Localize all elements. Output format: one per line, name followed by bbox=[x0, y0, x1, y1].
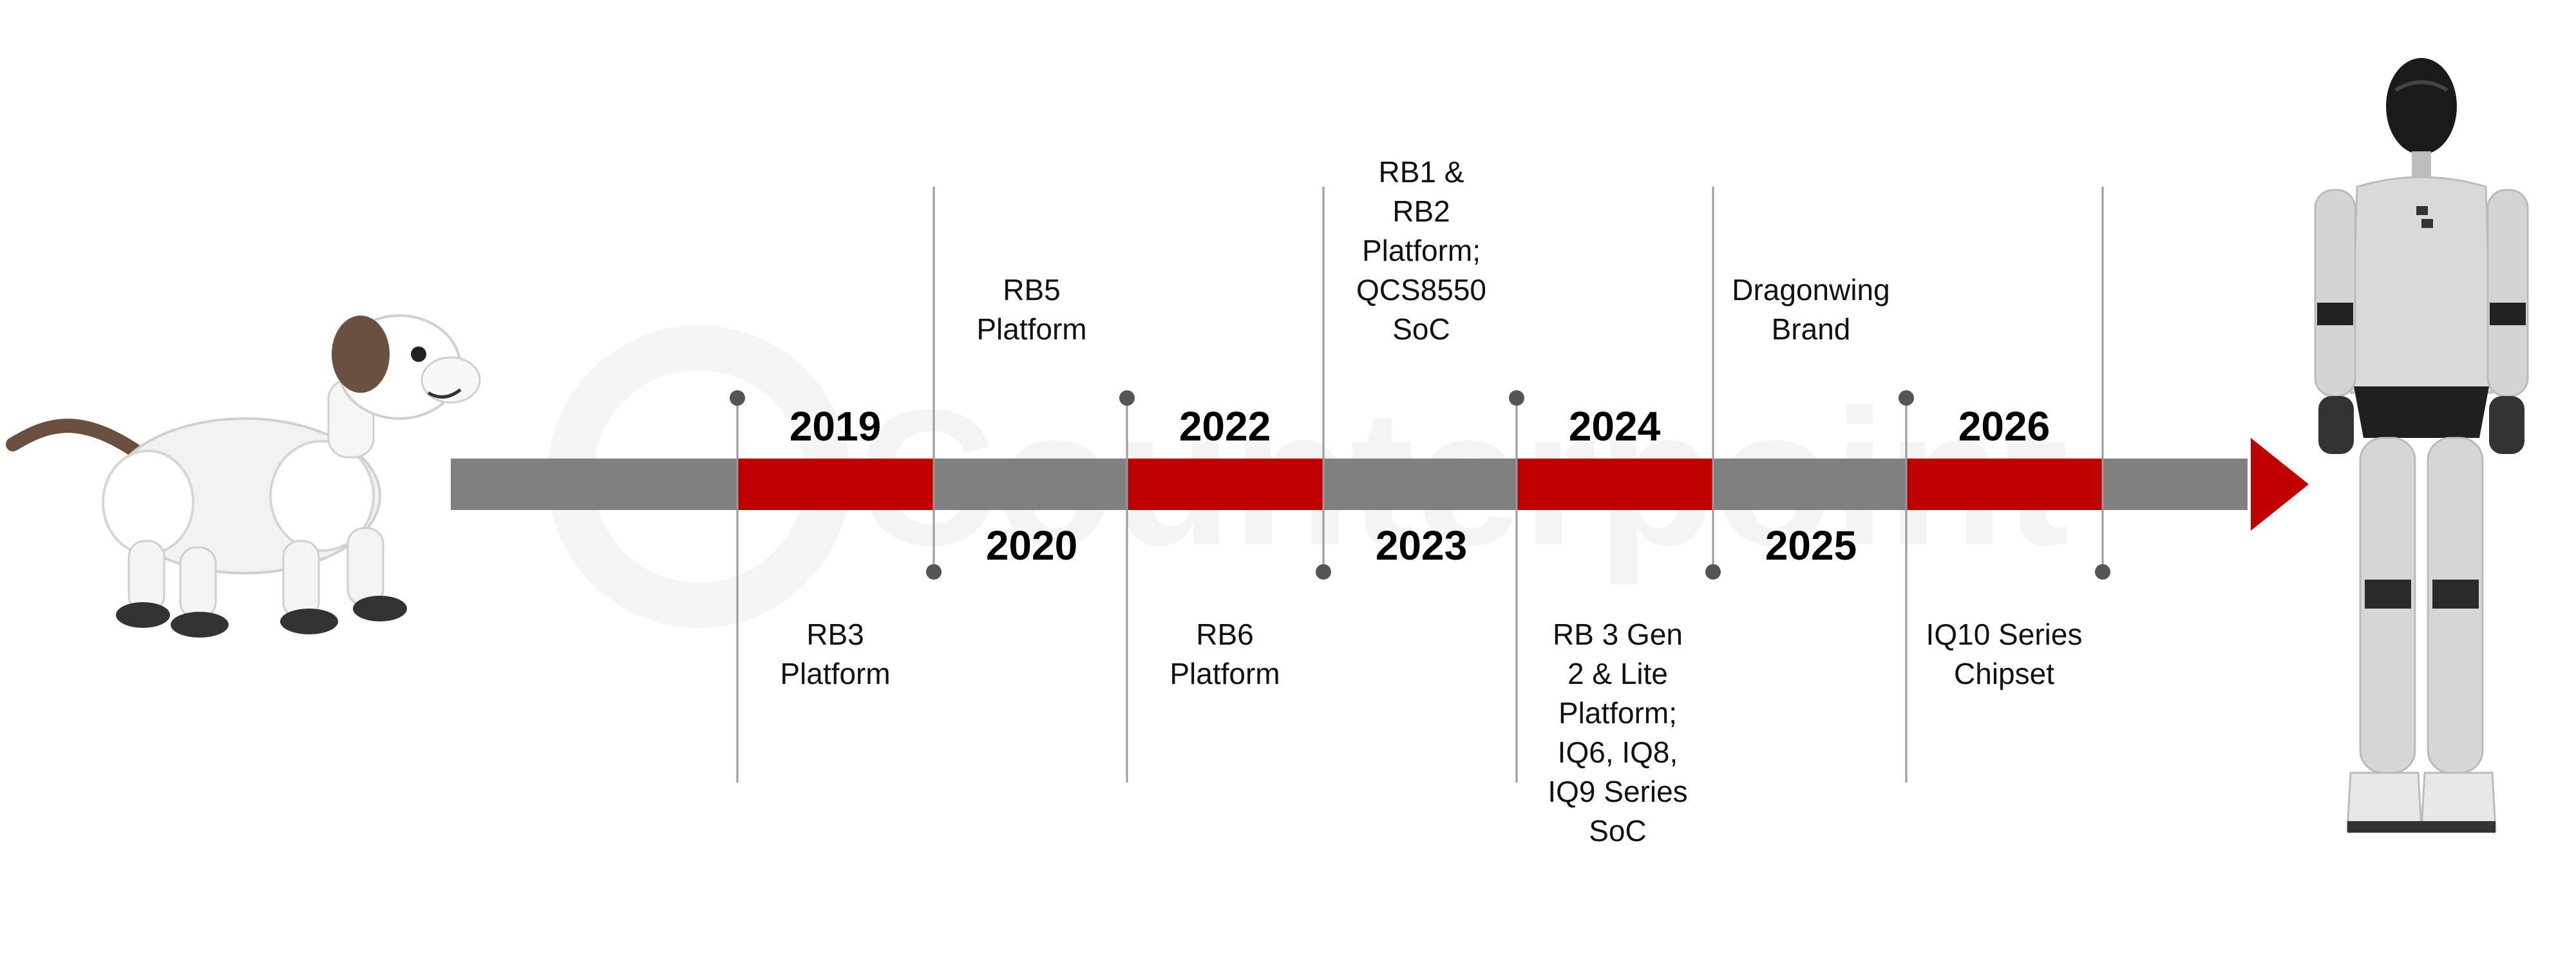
milestone-label-2026: IQ10 Series Chipset bbox=[1926, 618, 2083, 690]
year-label-2026: 2026 bbox=[1958, 403, 2050, 450]
timeline-arrowhead bbox=[2251, 438, 2309, 531]
year-segment-2024 bbox=[1517, 459, 1713, 510]
year-segment-2022 bbox=[1127, 459, 1323, 510]
milestone-label-2020: RB5 Platform bbox=[976, 273, 1087, 346]
year-label-2024: 2024 bbox=[1568, 403, 1661, 450]
milestone-label-2019: RB3 Platform bbox=[780, 618, 891, 690]
humanoid-robot-image bbox=[2314, 58, 2529, 833]
year-label-2023: 2023 bbox=[1375, 522, 1468, 569]
marker-2026 bbox=[1899, 390, 1914, 782]
milestone-label-2023: RB1 & RB2 Platform; QCS8550 SoC bbox=[1356, 155, 1486, 346]
year-label-2020: 2020 bbox=[985, 522, 1078, 569]
year-segment-2026 bbox=[1906, 459, 2103, 510]
robot-dog-image bbox=[6, 314, 481, 638]
marker-2024 bbox=[1509, 390, 1524, 782]
marker-end bbox=[2095, 187, 2110, 580]
year-segment-2019 bbox=[737, 459, 934, 510]
marker-2023 bbox=[1316, 187, 1331, 580]
milestone-label-2025: Dragonwing Brand bbox=[1732, 273, 1890, 346]
marker-2019 bbox=[730, 390, 745, 782]
year-label-2022: 2022 bbox=[1179, 403, 1271, 450]
marker-2025 bbox=[1705, 187, 1721, 580]
milestone-label-2024: RB 3 Gen 2 & Lite Platform; IQ6, IQ8, IQ… bbox=[1548, 618, 1688, 848]
year-label-2025: 2025 bbox=[1765, 522, 1857, 569]
marker-2022 bbox=[1119, 390, 1135, 782]
year-label-2019: 2019 bbox=[789, 403, 882, 450]
marker-2020 bbox=[926, 187, 942, 580]
milestone-label-2022: RB6 Platform bbox=[1170, 618, 1280, 690]
